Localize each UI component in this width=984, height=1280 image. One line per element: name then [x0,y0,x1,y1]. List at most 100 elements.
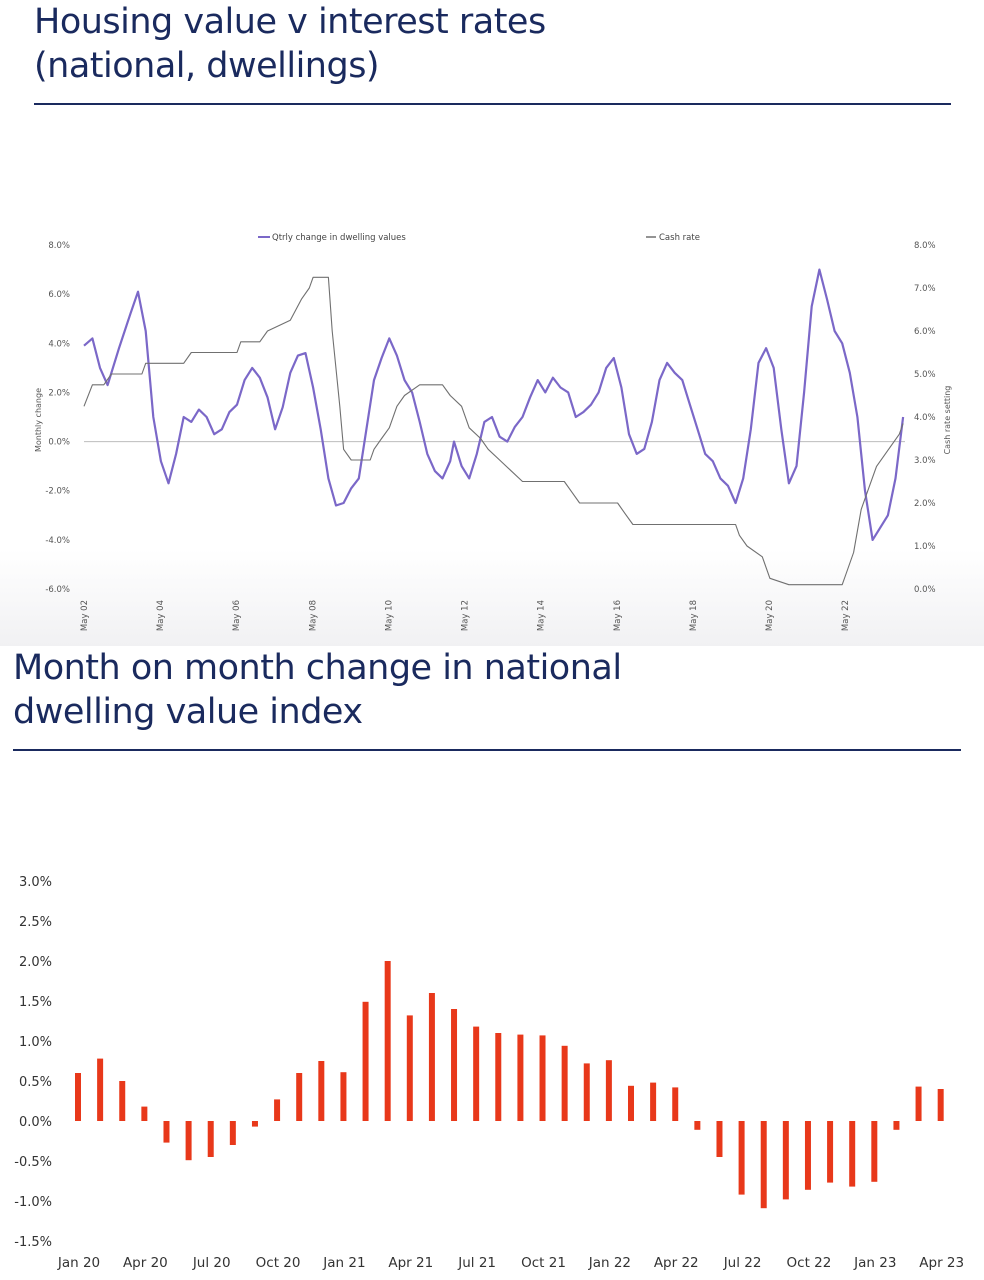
bar [406,1015,413,1121]
x-tick-label: May 12 [461,600,471,631]
y-tick-label: 1.5% [19,995,52,1010]
x-tick-label: Apr 22 [654,1255,699,1271]
left-tick-label: -2.0% [45,487,70,497]
bar [915,1086,922,1121]
y-tick-label: -0.5% [14,1155,52,1170]
left-axis-title: Monthly change [34,388,43,452]
x-tick-label: May 02 [80,600,90,631]
bar [517,1034,524,1121]
right-tick-label: 1.0% [914,542,936,552]
bottom-title-rule [13,749,961,751]
bar [827,1121,834,1183]
x-tick-label: May 18 [689,600,699,631]
bar [495,1033,502,1121]
bar [583,1063,590,1121]
right-tick-label: 7.0% [914,284,936,294]
x-tick-label: May 20 [765,600,775,631]
housing-vs-rates-chart: 8.0% 6.0% 4.0% 2.0% 0.0% -2.0% -4.0% -6.0% 8.0% 7… [34,233,952,631]
x-tick-label: Jul 22 [723,1255,762,1271]
right-tick-label: 8.0% [914,241,936,251]
x-tick-label: Jan 22 [588,1255,631,1271]
x-tick-label: May 16 [613,600,623,631]
left-tick-label: -4.0% [45,536,70,546]
bar [760,1121,767,1209]
right-axis-title: Cash rate setting [943,386,952,455]
left-tick-label: 8.0% [48,241,70,251]
bar [650,1082,657,1121]
series-line-cash-rate [83,276,904,586]
x-tick-label: Apr 20 [123,1255,168,1271]
top-title-rule [34,103,951,105]
right-tick-label: 5.0% [914,370,936,380]
x-tick-label: May 06 [232,600,242,631]
bar [451,1009,458,1121]
bar [75,1073,81,1121]
bar [119,1081,126,1121]
x-tick-label: Apr 23 [919,1255,964,1271]
bar [672,1087,679,1121]
bar [318,1061,325,1121]
legend-label-cash: Cash rate [659,233,700,243]
bar [296,1073,303,1121]
x-tick-label: Jul 20 [192,1255,231,1271]
y-tick-label: 3.0% [19,875,52,890]
bar [561,1045,568,1121]
bar [628,1085,634,1121]
bar [141,1106,148,1121]
bar [428,993,435,1121]
y-tick-label: -1.5% [14,1235,52,1250]
bar [185,1121,192,1161]
left-tick-label: 4.0% [48,339,70,349]
bar [738,1121,745,1195]
bar [97,1058,104,1121]
bar [207,1121,214,1157]
bottom-chart-title-line1: Month on month change in national [13,648,622,688]
bar [937,1089,944,1121]
x-tick-label: Jan 21 [322,1255,365,1271]
x-tick-label: Jul 21 [457,1255,496,1271]
y-tick-label: -1.0% [14,1195,52,1210]
series-line-dwelling-values [83,268,905,542]
top-chart-title-line1: Housing value v interest rates [34,2,546,42]
bar [473,1026,480,1121]
bar [849,1121,856,1187]
bar [871,1121,878,1182]
x-tick-label: May 08 [308,600,318,631]
x-tick-label: Oct 21 [521,1255,566,1271]
x-tick-label: Apr 21 [388,1255,433,1271]
housing-vs-rates-panel: Housing value v interest rates (national… [0,0,984,646]
bar [251,1121,258,1127]
top-chart-title-line2: (national, dwellings) [34,46,380,86]
bottom-chart-title-line2: dwelling value index [13,692,363,732]
x-tick-label: May 04 [156,600,166,631]
right-tick-label: 3.0% [914,456,936,466]
legend-label-dwelling: Qtrly change in dwelling values [272,233,406,243]
x-tick-label: May 14 [537,600,547,631]
bar [163,1121,170,1143]
y-tick-label: 0.0% [19,1115,52,1130]
x-tick-label: Oct 22 [787,1255,832,1271]
bar [340,1072,347,1121]
bar [893,1121,900,1130]
bar [716,1121,723,1157]
x-tick-label: Jan 20 [57,1255,100,1271]
right-tick-label: 4.0% [914,413,936,423]
right-tick-label: 2.0% [914,499,936,509]
y-tick-label: 2.0% [19,955,52,970]
bar [804,1121,811,1190]
bar [782,1121,789,1200]
x-tick-label: May 10 [384,600,394,631]
bar [539,1035,546,1121]
x-tick-label: May 22 [841,600,851,631]
x-tick-label: Jan 23 [853,1255,896,1271]
bar [605,1060,612,1121]
y-tick-label: 0.5% [19,1075,52,1090]
mom-change-panel: Month on month change in national dwelli… [0,646,984,1280]
y-tick-label: 1.0% [19,1035,52,1050]
right-tick-label: 6.0% [914,327,936,337]
bar [362,1001,369,1121]
y-tick-label: 2.5% [19,915,52,930]
left-tick-label: 6.0% [48,290,70,300]
mom-change-chart: 3.0% 2.5% 2.0% 1.5% 1.0% 0.5% 0.0% -0.5% -1.0% -1… [14,875,964,1271]
bar [229,1121,236,1145]
